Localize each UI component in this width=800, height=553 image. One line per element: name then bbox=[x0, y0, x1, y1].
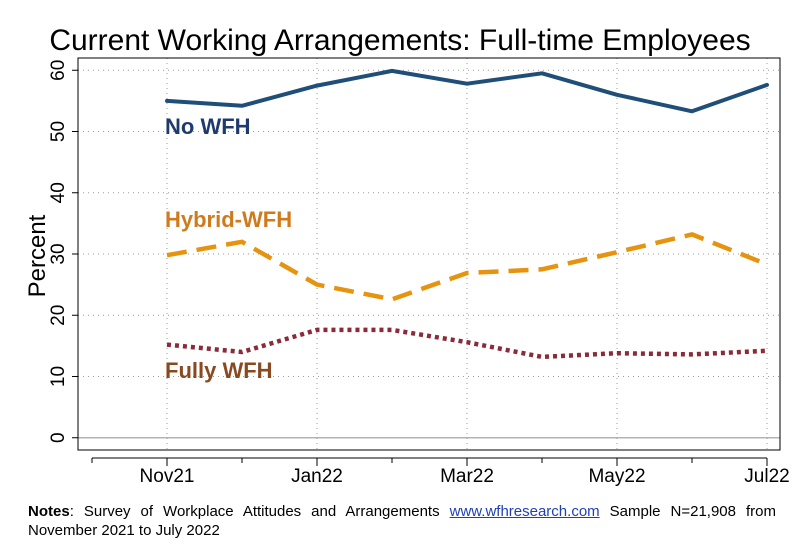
y-tick-label: 50 bbox=[48, 121, 69, 142]
x-tick-label: May22 bbox=[588, 466, 645, 487]
series-label-hybrid-wfh: Hybrid-WFH bbox=[165, 207, 292, 232]
notes-text-after: Sample N=21,908 from November 2021 to Ju… bbox=[28, 503, 776, 539]
notes-caption: Notes: Survey of Workplace Attitudes and… bbox=[28, 502, 776, 540]
series-labels: No WFH Hybrid-WFH Fully WFH bbox=[165, 114, 292, 383]
notes-text-before: : Survey of Workplace Attitudes and Arra… bbox=[69, 503, 450, 520]
chart-title: Current Working Arrangements: Full-time … bbox=[49, 24, 750, 57]
y-axis-label: Percent bbox=[24, 214, 51, 297]
y-tick-label: 60 bbox=[48, 60, 69, 81]
y-tick-label: 0 bbox=[48, 432, 69, 443]
line-chart: Current Working Arrangements: Full-time … bbox=[24, 24, 790, 487]
y-tick-label: 30 bbox=[48, 243, 69, 264]
x-tick-label: Mar22 bbox=[440, 466, 494, 487]
source-link[interactable]: www.wfhresearch.com bbox=[449, 503, 600, 520]
notes-label: Notes bbox=[28, 503, 70, 520]
y-tick-label: 20 bbox=[48, 305, 69, 326]
series-label-no-wfh: No WFH bbox=[165, 114, 251, 139]
x-tick-label: Jan22 bbox=[291, 466, 343, 487]
x-tick-label: Nov21 bbox=[140, 466, 195, 487]
series-lines bbox=[165, 68, 769, 360]
y-tick-label: 10 bbox=[48, 366, 69, 387]
series-line-no-wfh bbox=[165, 68, 769, 114]
series-line-fully-wfh bbox=[166, 327, 768, 360]
series-line-hybrid-wfh bbox=[166, 232, 768, 302]
x-tick-label: Jul22 bbox=[744, 466, 789, 487]
axes: 0 10 20 30 40 50 60 Nov21 Jan22 Mar22 May22 Jul22 bbox=[48, 57, 790, 487]
series-label-fully-wfh: Fully WFH bbox=[165, 358, 273, 383]
y-tick-label: 40 bbox=[48, 182, 69, 203]
